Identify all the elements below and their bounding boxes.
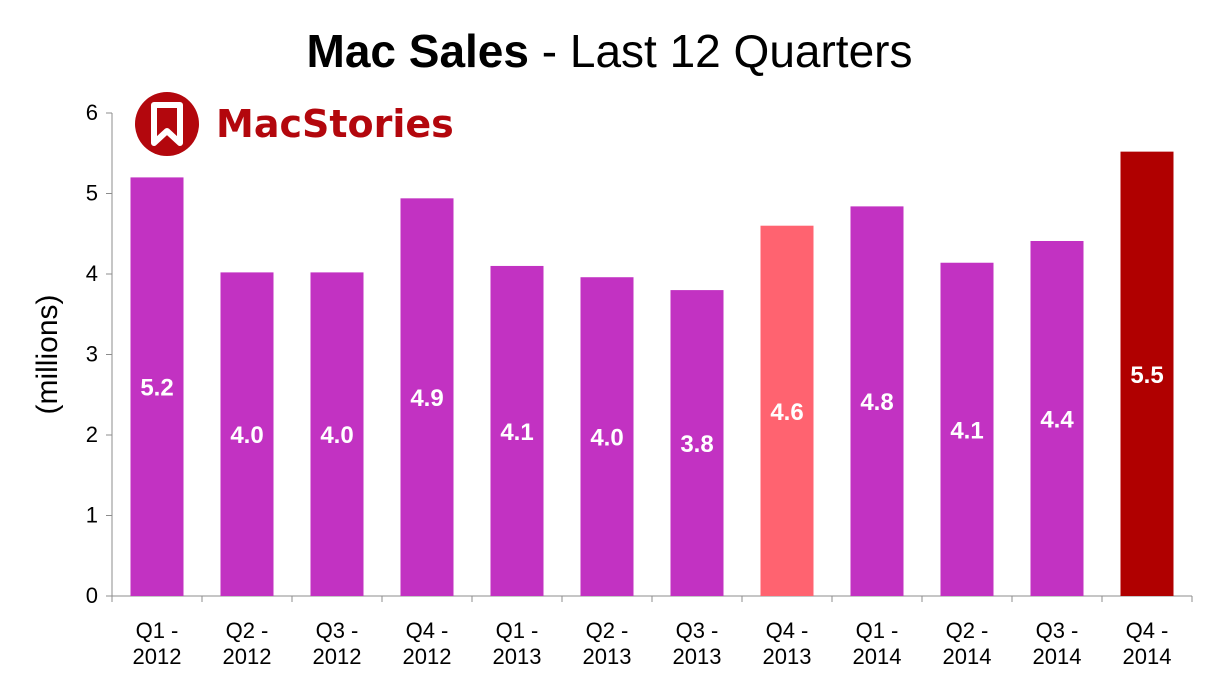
data-label: 4.4 — [1040, 406, 1074, 433]
x-tick-label-year: 2012 — [223, 644, 272, 669]
bar — [130, 177, 184, 596]
x-tick-label: Q4 - — [1126, 618, 1169, 643]
logo-circle-icon — [135, 92, 199, 156]
bar — [1120, 151, 1174, 596]
data-label: 4.0 — [590, 425, 623, 452]
x-tick-label-year: 2014 — [943, 644, 992, 669]
y-tick-label: 1 — [86, 503, 98, 528]
y-tick-label: 4 — [86, 261, 98, 286]
bar — [940, 262, 994, 596]
x-tick-label: Q2 - — [946, 618, 989, 643]
bar — [400, 198, 454, 596]
x-tick-label-year: 2012 — [403, 644, 452, 669]
bar — [490, 265, 544, 596]
y-tick-label: 3 — [86, 342, 98, 367]
y-tick-label: 0 — [86, 583, 98, 608]
chart-title-rest: - Last 12 Quarters — [528, 25, 913, 77]
data-label: 4.1 — [500, 419, 533, 446]
x-tick-label-year: 2012 — [313, 644, 362, 669]
bookmark-icon — [151, 102, 183, 146]
x-tick-label-year: 2013 — [673, 644, 722, 669]
y-tick-label: 6 — [86, 100, 98, 125]
x-tick-label: Q3 - — [316, 618, 359, 643]
x-tick-label: Q1 - — [136, 618, 179, 643]
x-tick-label: Q2 - — [586, 618, 629, 643]
bar — [850, 206, 904, 596]
x-tick-label-year: 2013 — [763, 644, 812, 669]
chart-bars — [130, 151, 1174, 596]
data-label: 4.1 — [950, 417, 983, 444]
x-tick-label: Q2 - — [226, 618, 269, 643]
chart-axes: 0 1 2 3 4 5 6 (millions) — [31, 100, 1193, 608]
y-axis-label: (millions) — [31, 295, 64, 415]
x-tick-label: Q1 - — [856, 618, 899, 643]
x-tick-label: Q3 - — [1036, 618, 1079, 643]
macstories-logo: MacStories — [135, 92, 454, 156]
data-label: 3.8 — [680, 431, 713, 458]
x-tick-label-year: 2013 — [493, 644, 542, 669]
y-tick-label: 5 — [86, 181, 98, 206]
x-tick-label-year: 2014 — [1033, 644, 1082, 669]
x-tick-label: Q4 - — [766, 618, 809, 643]
y-tick-label: 2 — [86, 422, 98, 447]
data-label: 4.8 — [860, 389, 893, 416]
chart-title: Mac Sales - Last 12 Quarters — [0, 24, 1219, 78]
bar — [580, 277, 634, 596]
chart-title-bold: Mac Sales — [306, 25, 529, 77]
x-tick-label: Q3 - — [676, 618, 719, 643]
x-tick-label-year: 2014 — [1123, 644, 1172, 669]
bar — [670, 290, 724, 596]
data-label: 4.6 — [770, 399, 803, 426]
data-label: 4.0 — [230, 422, 263, 449]
x-tick-label-year: 2013 — [583, 644, 632, 669]
bar — [220, 272, 274, 596]
x-tick-label-year: 2012 — [133, 644, 182, 669]
data-label: 5.2 — [140, 375, 173, 402]
x-tick-label: Q1 - — [496, 618, 539, 643]
data-label: 4.0 — [320, 422, 353, 449]
x-tick-label-year: 2014 — [853, 644, 902, 669]
bar — [310, 272, 364, 596]
bar — [1030, 240, 1084, 596]
x-tick-label: Q4 - — [406, 618, 449, 643]
data-label: 4.9 — [410, 385, 443, 412]
bar — [760, 225, 814, 596]
data-label: 5.5 — [1130, 362, 1163, 389]
logo-text: MacStories — [216, 102, 454, 146]
